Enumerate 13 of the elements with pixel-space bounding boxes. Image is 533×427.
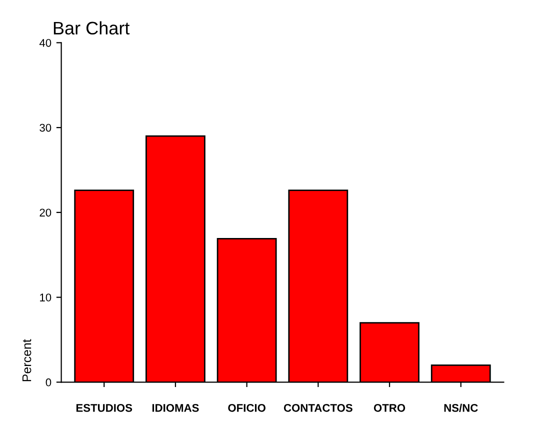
y-tick-label: 40: [39, 38, 52, 47]
y-tick-label: 20: [40, 208, 52, 217]
y-tick-label: 30: [40, 124, 52, 132]
x-tick-label: OTRO: [374, 404, 406, 412]
x-tick-label: CONTACTOS: [284, 404, 352, 412]
x-tick-label: ESTUDIOS: [76, 404, 132, 412]
x-tick-label: IDIOMAS: [152, 404, 199, 412]
x-tick-label: NS/NC: [444, 404, 478, 412]
x-tick-label: OFICIO: [228, 404, 266, 412]
chart-title: Bar Chart: [54, 21, 130, 35]
y-axis-title: Percent: [22, 339, 32, 382]
y-tick-label: 10: [40, 294, 52, 302]
y-tick-label: 0: [46, 378, 52, 386]
